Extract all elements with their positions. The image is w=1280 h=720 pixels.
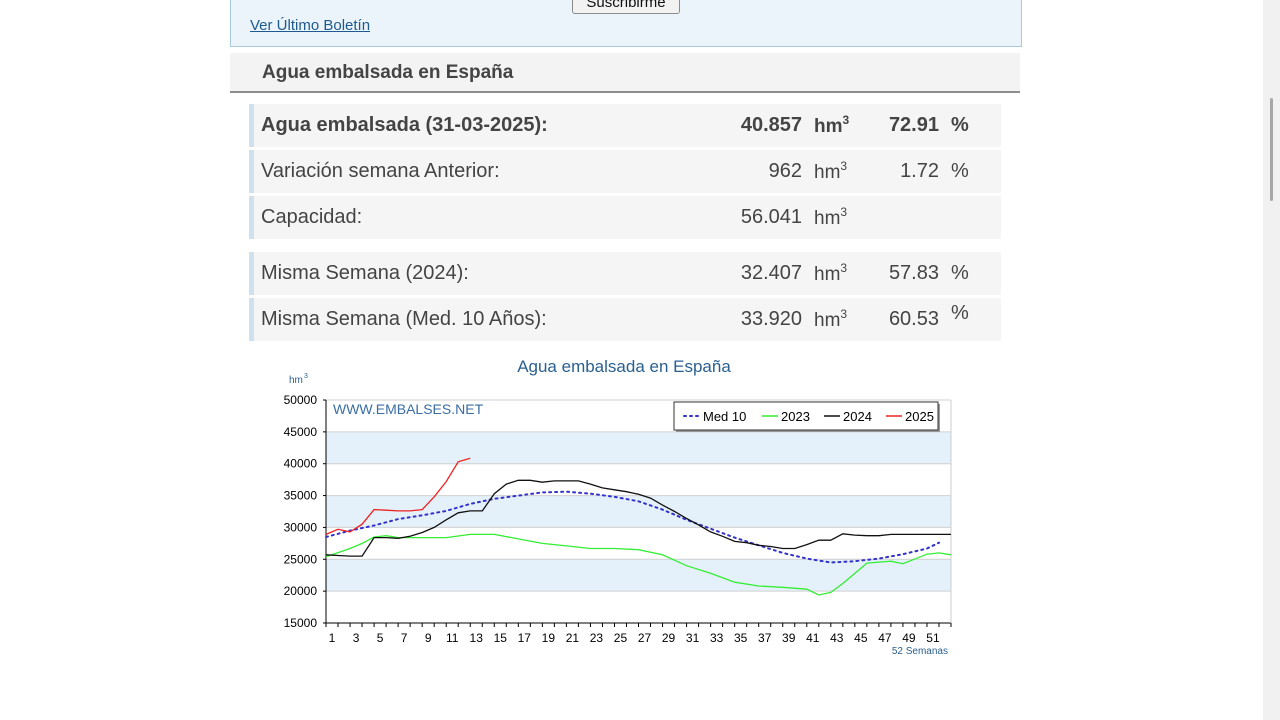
newsletter-box: Suscribirme Ver Último Boletín xyxy=(230,0,1022,47)
plot-band xyxy=(326,431,951,464)
stat-percent-symbol: % xyxy=(951,302,969,324)
stat-value: 33.920 xyxy=(740,308,802,330)
stat-percent-symbol: % xyxy=(951,262,969,284)
stat-percent-symbol: % xyxy=(951,160,969,182)
section-header: Agua embalsada en España xyxy=(230,53,1020,93)
stat-value: 962 xyxy=(768,160,802,182)
x-tick-label: 3 xyxy=(353,631,360,645)
stat-unit-base: hm xyxy=(814,116,843,137)
y-axis-unit: hm xyxy=(289,375,303,386)
x-tick-label: 25 xyxy=(614,631,628,645)
x-tick-label: 17 xyxy=(518,631,532,645)
x-tick-label: 13 xyxy=(470,631,484,645)
chart-svg: 15000 20000 25000 30000 35000 40000 45000 50000… xyxy=(284,357,952,657)
stat-label: Agua embalsada (31-03-2025): xyxy=(261,114,548,136)
x-tick-label: 23 xyxy=(590,631,604,645)
y-tick-label: 15000 xyxy=(284,616,318,630)
stat-label: Capacidad: xyxy=(261,206,363,228)
stat-unit-exponent: 3 xyxy=(840,307,848,321)
stat-label: Variación semana Anterior: xyxy=(261,160,500,182)
stat-percent: 60.53 xyxy=(888,308,939,330)
y-axis-unit-exponent: 3 xyxy=(304,373,308,380)
x-tick-label: 11 xyxy=(446,631,459,645)
x-tick-label: 15 xyxy=(494,631,508,645)
y-tick-label: 40000 xyxy=(284,457,318,471)
stat-unit-exponent: 3 xyxy=(840,261,848,275)
x-tick-label: 43 xyxy=(830,631,844,645)
x-tick-label: 37 xyxy=(758,631,772,645)
x-axis-label: 52 Semanas xyxy=(892,646,948,657)
stat-label: Misma Semana (Med. 10 Años): xyxy=(261,308,547,330)
stat-unit: hm3 xyxy=(814,113,850,138)
x-tick-label: 45 xyxy=(854,631,868,645)
series-line xyxy=(325,479,951,557)
section-title: Agua embalsada en España xyxy=(262,62,514,83)
last-bulletin-link[interactable]: Ver Último Boletín xyxy=(250,17,371,34)
stat-unit-exponent: 3 xyxy=(840,205,848,219)
x-tick-label: 29 xyxy=(662,631,676,645)
stat-row: Misma Semana (Med. 10 Años): 33.920 hm3 60.… xyxy=(249,298,1001,341)
x-tick-label: 5 xyxy=(377,631,384,645)
stat-percent: 57.83 xyxy=(888,262,939,284)
y-tick-label: 50000 xyxy=(284,393,318,407)
stat-value: 40.857 xyxy=(740,114,802,136)
stat-row: Capacidad: 56.041 hm3 xyxy=(249,196,1001,239)
x-tick-label: 41 xyxy=(806,631,820,645)
x-tick-label: 1 xyxy=(329,631,336,645)
stat-unit-exponent: 3 xyxy=(842,113,850,127)
reservoir-chart: 15000 20000 25000 30000 35000 40000 45000 50000… xyxy=(260,350,980,670)
series-line xyxy=(325,490,940,564)
stat-row: Misma Semana (2024): 32.407 hm3 57.83% xyxy=(249,252,1001,295)
plot-band xyxy=(326,559,951,592)
scroll-thumb[interactable] xyxy=(1270,98,1273,201)
subscribe-button[interactable]: Suscribirme xyxy=(572,0,680,14)
legend-label: 2024 xyxy=(843,409,872,424)
stat-percent: 72.91 xyxy=(888,114,939,136)
legend-label: 2023 xyxy=(781,409,810,424)
stat-percent-symbol: % xyxy=(951,114,969,136)
y-tick-label: 25000 xyxy=(284,552,318,566)
x-tick-label: 49 xyxy=(902,631,916,645)
x-tick-label: 33 xyxy=(710,631,724,645)
y-tick-label: 45000 xyxy=(284,425,318,439)
stat-value: 32.407 xyxy=(740,262,802,284)
legend-label: 2025 xyxy=(905,409,934,424)
stat-row: Variación semana Anterior: 962 hm3 1.72% xyxy=(249,150,1001,193)
series-line xyxy=(325,457,471,535)
chart-title: Agua embalsada en España xyxy=(517,357,731,376)
stat-unit-base: hm xyxy=(814,162,841,183)
x-tick-label: 51 xyxy=(926,631,940,645)
x-tick-label: 7 xyxy=(401,631,408,645)
x-tick-label: 21 xyxy=(566,631,580,645)
chart-watermark: WWW.EMBALSES.NET xyxy=(333,401,484,417)
stat-label: Misma Semana (2024): xyxy=(261,262,469,284)
x-tick-label: 19 xyxy=(542,631,556,645)
y-tick-label: 35000 xyxy=(284,489,318,503)
x-tick-label: 39 xyxy=(782,631,796,645)
x-tick-label: 35 xyxy=(734,631,748,645)
x-tick-label: 9 xyxy=(425,631,432,645)
stat-row: Agua embalsada (31-03-2025): 40.857 hm3 72.… xyxy=(249,104,1001,147)
stat-unit-base: hm xyxy=(814,264,841,285)
stat-unit: hm3 xyxy=(814,307,848,332)
y-tick-label: 20000 xyxy=(284,584,318,598)
stat-unit-base: hm xyxy=(814,208,841,229)
x-tick-label: 31 xyxy=(686,631,700,645)
vertical-scrollbar[interactable] xyxy=(1263,0,1280,720)
x-tick-label: 27 xyxy=(638,631,652,645)
x-tick-label: 47 xyxy=(878,631,892,645)
stat-unit-exponent: 3 xyxy=(840,159,848,173)
stat-unit: hm3 xyxy=(814,261,848,286)
y-tick-label: 30000 xyxy=(284,520,318,534)
legend-label: Med 10 xyxy=(703,409,746,424)
stat-percent: 1.72 xyxy=(900,160,939,182)
stat-value: 56.041 xyxy=(740,206,802,228)
stat-unit: hm3 xyxy=(814,159,848,184)
stat-unit: hm3 xyxy=(814,205,848,230)
stat-unit-base: hm xyxy=(814,310,841,331)
